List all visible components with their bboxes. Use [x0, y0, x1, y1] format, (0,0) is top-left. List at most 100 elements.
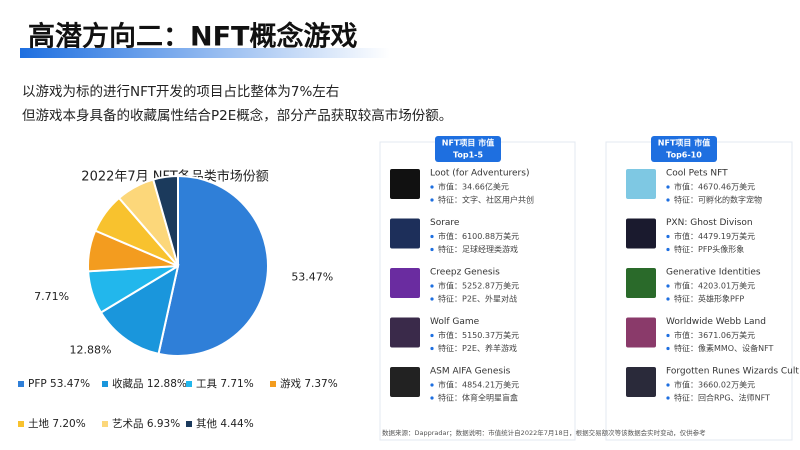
- legend-swatch: [102, 421, 108, 427]
- project-feature: 特征：回合RPG、法师NFT: [674, 393, 770, 403]
- legend-label: 土地 7.20%: [28, 417, 86, 430]
- legend-name: 工具: [196, 378, 217, 390]
- legend-label: PFP 53.47%: [28, 378, 90, 390]
- bullet: [666, 383, 670, 387]
- project-name: Cool Pets NFT: [666, 169, 728, 179]
- project-name: Worldwide Webb Land: [666, 317, 766, 327]
- project-feature: 特征：足球经理类游戏: [438, 244, 518, 254]
- pie-slice: [99, 263, 180, 356]
- project-icon: [390, 268, 420, 298]
- legend-value: 7.71%: [220, 378, 253, 390]
- badge: [651, 136, 717, 162]
- badge-text: NFT项目 市值: [658, 138, 710, 148]
- bullet: [666, 284, 670, 288]
- subtitle: 以游戏为标的进行NFT开发的项目占比整体为7%左右: [22, 84, 339, 100]
- project-cap: 市值：3660.02万美元: [674, 380, 755, 390]
- bullet: [430, 396, 434, 400]
- bullet: [430, 247, 434, 252]
- bullet: [430, 185, 434, 189]
- legend-name: 游戏: [280, 377, 301, 390]
- project-feature: 特征：P2E、外星对战: [438, 294, 517, 304]
- legend-label: 工具 7.71%: [196, 378, 254, 390]
- project-icon: [626, 367, 656, 397]
- project-name: Loot (for Adventurers): [430, 169, 529, 179]
- pie-slice: [157, 174, 269, 357]
- project-cap: 市值：4479.19万美元: [674, 231, 755, 241]
- project-icon: [626, 218, 656, 249]
- bullet: [430, 284, 434, 288]
- bullet: [666, 396, 670, 400]
- project-icon: [626, 169, 656, 199]
- legend-label: 其他 4.44%: [196, 417, 254, 430]
- bullet: [430, 297, 434, 301]
- project-icon: [626, 317, 656, 348]
- data-label: 7.71%: [34, 290, 69, 303]
- legend-name: PFP: [28, 378, 47, 390]
- project-feature: 特征：PFP头像形象: [674, 244, 744, 254]
- legend-name: 其他: [196, 417, 217, 430]
- bullet: [666, 297, 670, 301]
- project-icon: [390, 218, 420, 249]
- project-icon: [390, 367, 420, 397]
- legend-swatch: [270, 381, 276, 387]
- project-cap: 市值：5252.87万美元: [438, 281, 519, 291]
- project-name: Sorare: [430, 218, 460, 228]
- legend-swatch: [18, 381, 24, 387]
- legend-value: 4.44%: [220, 418, 253, 430]
- bullet: [430, 333, 434, 338]
- legend-label: 游戏 7.37%: [280, 377, 338, 390]
- project-cap: 市值：6100.88万美元: [438, 231, 519, 241]
- legend-value: 6.93%: [147, 418, 180, 430]
- footer: 数据来源：Dappradar；数据说明：市值统计自2022年7月18日，根据交易…: [382, 428, 706, 437]
- bullet: [430, 346, 434, 351]
- project-icon: [626, 268, 656, 298]
- project-feature: 特征：可孵化的数字宠物: [674, 195, 762, 205]
- legend-value: 12.88%: [147, 378, 187, 390]
- legend-value: 53.47%: [50, 378, 90, 390]
- legend-label: 艺术品 6.93%: [112, 418, 180, 430]
- data-label: 12.88%: [70, 343, 112, 356]
- legend-value: 7.37%: [304, 378, 337, 390]
- project-feature: 特征：P2E、养羊游戏: [438, 343, 517, 353]
- project-icon: [390, 169, 420, 199]
- project-name: PXN: Ghost Divison: [666, 218, 753, 228]
- legend-name: 收藏品: [112, 377, 144, 390]
- legend-swatch: [18, 421, 24, 427]
- legend-name: 土地: [28, 417, 49, 430]
- project-feature: 特征：像素MMO、设备NFT: [674, 343, 774, 353]
- bullet: [430, 383, 434, 387]
- project-cap: 市值：5150.37万美元: [438, 330, 519, 340]
- bullet: [666, 185, 670, 189]
- title: 高潜方向二：NFT概念游戏: [28, 21, 357, 53]
- bullet: [666, 198, 670, 202]
- project-name: ASM AIFA Genesis: [430, 367, 511, 377]
- project-name: Wolf Game: [430, 317, 480, 327]
- bullet: [430, 234, 434, 239]
- bullet: [430, 198, 434, 202]
- badge-text: Top6-10: [666, 151, 702, 160]
- project-feature: 特征：体育全明星盲盒: [438, 393, 518, 403]
- project-name: Forgotten Runes Wizards Cult: [666, 367, 799, 377]
- bullet: [666, 333, 670, 338]
- project-cap: 市值：4203.01万美元: [674, 281, 755, 291]
- project-cap: 市值：3671.06万美元: [674, 330, 755, 340]
- bullet: [666, 247, 670, 252]
- data-label: 53.47%: [291, 270, 333, 283]
- pie-slice: [151, 174, 179, 267]
- badge: [435, 136, 501, 162]
- project-cap: 市值：34.66亿美元: [438, 182, 509, 192]
- project-feature: 特征：文字、社区用户共创: [438, 195, 534, 205]
- legend-swatch: [102, 381, 108, 387]
- project-cap: 市值：4854.21万美元: [438, 380, 519, 390]
- badge-text: NFT项目 市值: [442, 138, 494, 148]
- legend-name: 艺术品: [112, 418, 144, 430]
- legend-value: 7.20%: [52, 418, 85, 430]
- bullet: [666, 346, 670, 351]
- title-underline: [20, 48, 390, 58]
- legend-swatch: [186, 421, 192, 427]
- project-feature: 特征：英雄形象PFP: [674, 294, 744, 304]
- project-cap: 市值：4670.46万美元: [674, 182, 755, 192]
- bullet: [666, 234, 670, 239]
- project-icon: [390, 317, 420, 348]
